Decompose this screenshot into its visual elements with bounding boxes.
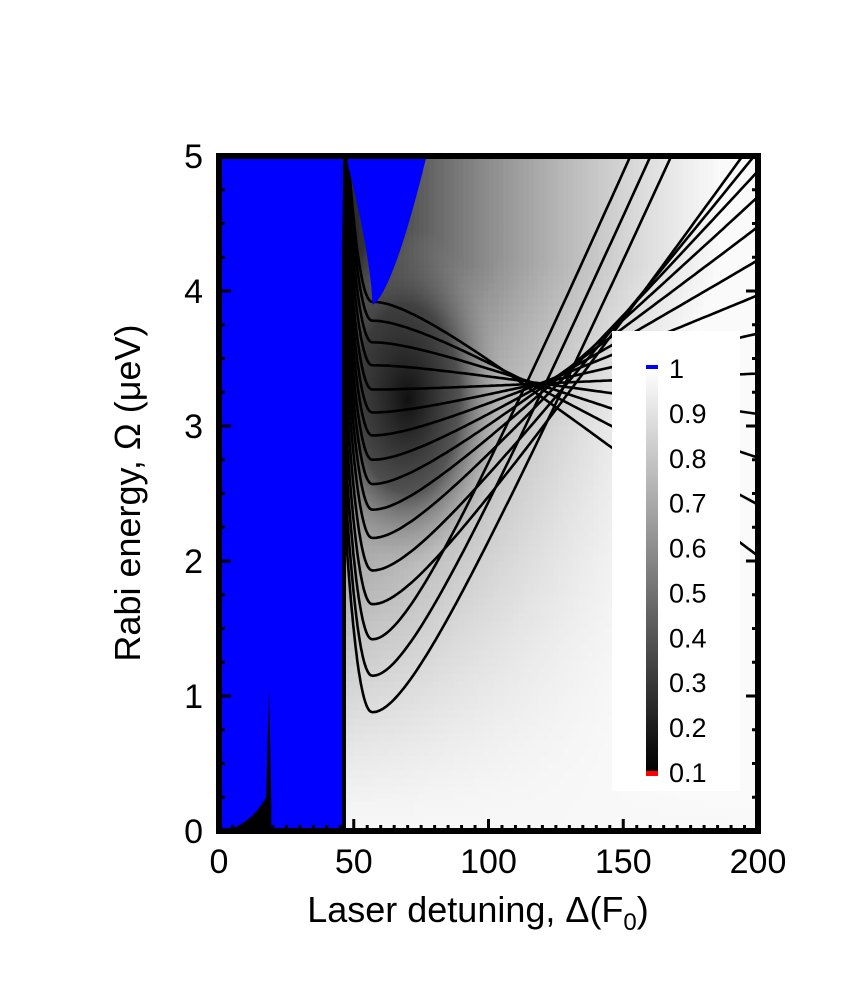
colorbar-tick-label: 0.8	[669, 444, 707, 474]
colorbar: 0.1 0.2 0.3 0.4 0.5 0.6 0.7 0.8 0.9 1	[612, 331, 740, 791]
colorbar-tick-label: 0.6	[669, 534, 707, 564]
y-tick-label: 1	[184, 678, 203, 716]
contour-line	[345, 156, 758, 437]
colorbar-tick-label: 1	[669, 354, 684, 384]
y-axis-title: Rabi energy, Ω (μeV)	[107, 324, 148, 661]
contour-line	[345, 156, 758, 462]
small-contour-spike	[224, 689, 272, 831]
y-tick-label: 0	[184, 813, 203, 851]
colorbar-tick-label: 0.7	[669, 489, 707, 519]
x-tick-label: 50	[335, 843, 373, 881]
x-tick-marks	[217, 819, 760, 831]
y-tick-marks	[219, 154, 758, 833]
colorbar-background	[612, 331, 740, 791]
x-axis-title: Laser detuning, Δ(F0)	[307, 889, 649, 936]
colorbar-tick-label: 0.9	[669, 399, 707, 429]
x-tick-label: 0	[210, 843, 229, 881]
colorbar-over-swatch	[646, 365, 658, 369]
x-tick-labels: 0 50 100 150 200	[210, 843, 787, 881]
y-tick-label: 2	[184, 543, 203, 581]
saturated-region-left	[219, 156, 343, 831]
boundary-line	[341, 156, 348, 831]
colorbar-under-swatch	[646, 771, 658, 776]
colorbar-tick-label: 0.3	[669, 668, 707, 698]
y-tick-labels: 0 1 2 3 4 5	[184, 138, 203, 851]
saturated-region-top	[345, 156, 427, 305]
contour-line	[345, 156, 758, 486]
x-tick-label: 100	[460, 843, 517, 881]
y-tick-label: 4	[184, 273, 203, 311]
colorbar-tick-label: 0.4	[669, 623, 707, 653]
x-tick-label: 150	[595, 843, 652, 881]
saturated-regions	[219, 156, 427, 831]
x-tick-label: 200	[730, 843, 787, 881]
y-tick-label: 3	[184, 408, 203, 446]
colorbar-tick-label: 0.5	[669, 578, 707, 608]
y-tick-label: 5	[184, 138, 203, 176]
colorbar-gradient	[646, 368, 658, 772]
colorbar-tick-label: 0.2	[669, 713, 707, 743]
colorbar-tick-label: 0.1	[669, 758, 707, 788]
